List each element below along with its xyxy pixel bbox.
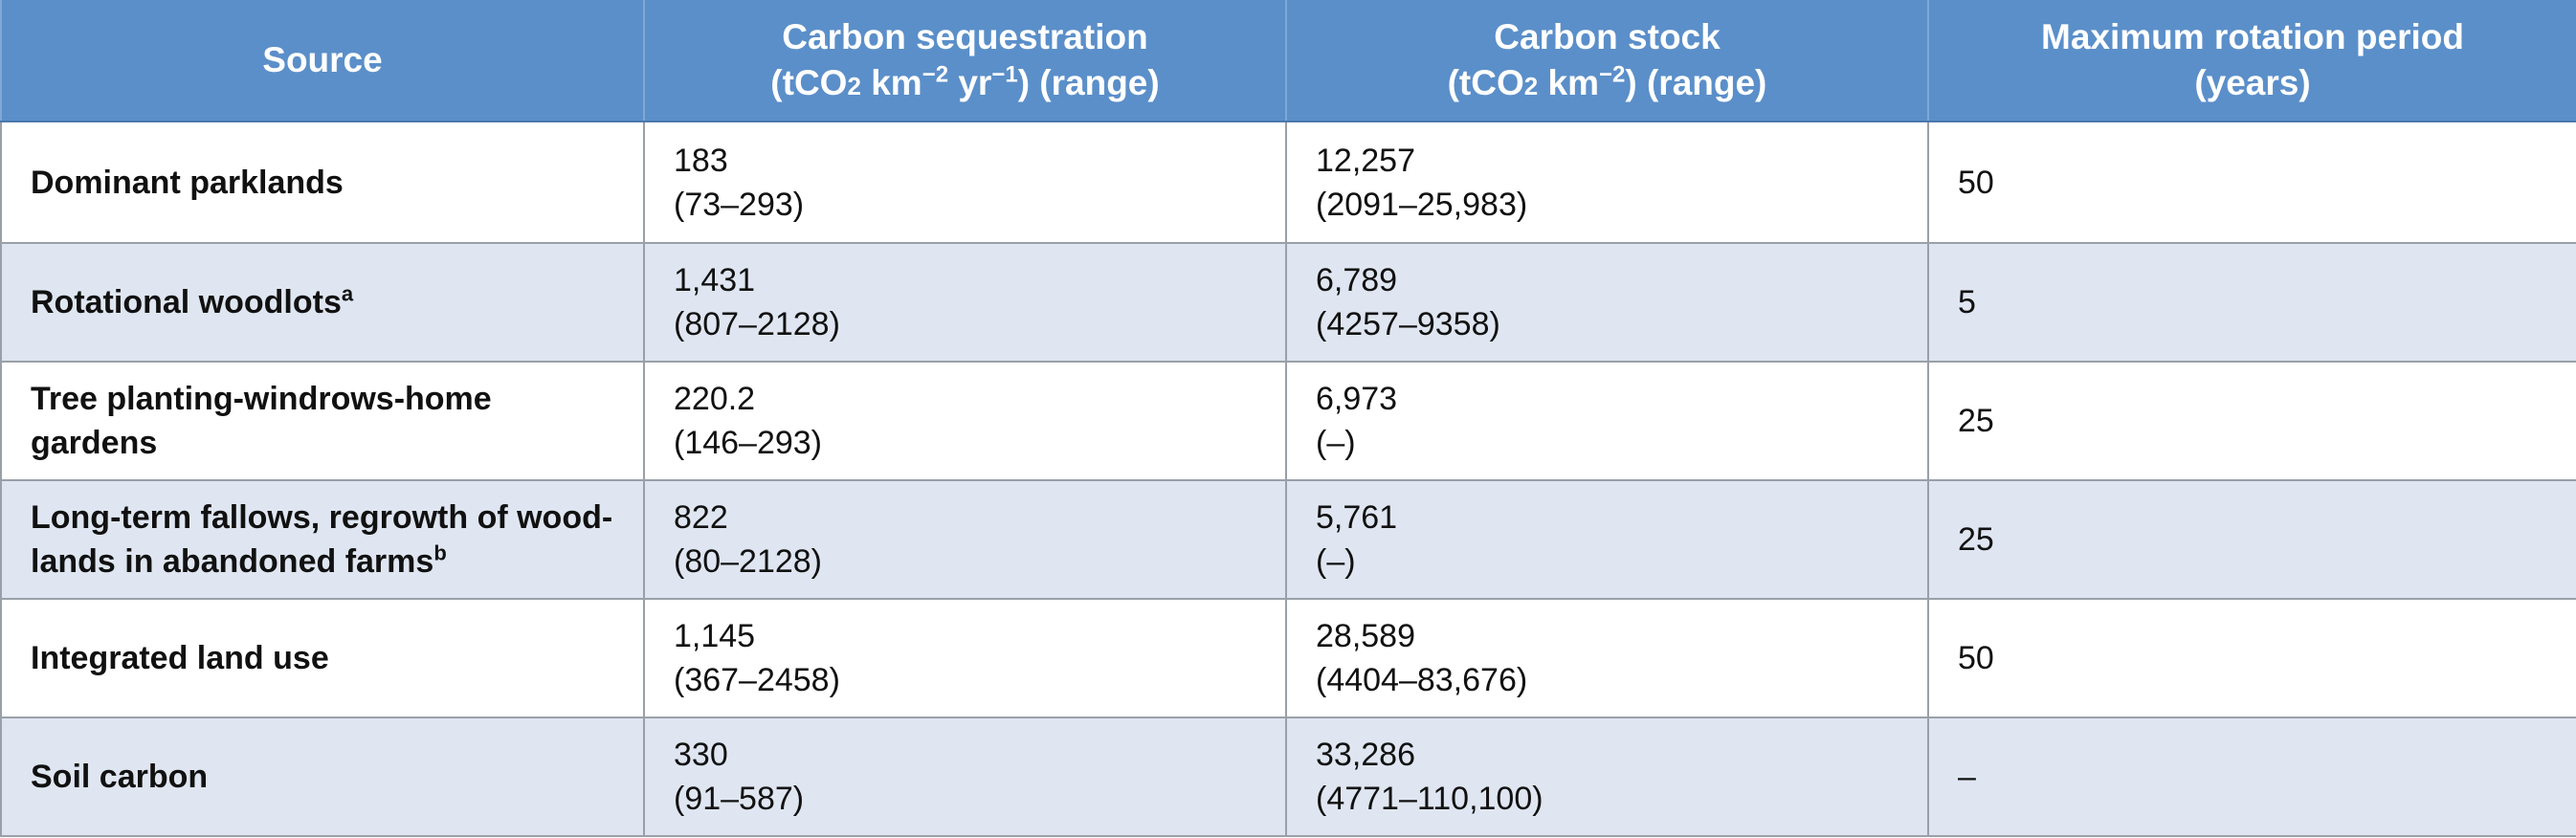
table-row: Long-term fallows, regrowth of wood- lan… — [0, 479, 2576, 600]
stock-value: 5,761 — [1316, 499, 1398, 536]
header-stock-title: Carbon stock — [1494, 17, 1721, 56]
sequestration-value: 220.2 — [674, 381, 756, 417]
stock-value: 6,973 — [1316, 381, 1398, 417]
table-row: Soil carbon 330 (91–587) 33,286 (4771–11… — [0, 717, 2576, 837]
sequestration-cell: 330 (91–587) — [643, 717, 1287, 837]
header-source-label: Source — [262, 40, 383, 79]
rotation-cell: 50 — [1927, 121, 2576, 244]
sequestration-range: (367–2458) — [674, 662, 840, 698]
stock-cell: 12,257 (2091–25,983) — [1285, 121, 1929, 244]
sequestration-cell: 220.2 (146–293) — [643, 361, 1287, 481]
stock-cell: 28,589 (4404–83,676) — [1285, 598, 1929, 718]
sequestration-value: 1,145 — [674, 618, 756, 654]
stock-range: (4257–9358) — [1316, 306, 1500, 342]
stock-range: (4404–83,676) — [1316, 662, 1528, 698]
stock-cell: 6,973 (–) — [1285, 361, 1929, 481]
header-carbon-stock: Carbon stock (tCO2 km−2) (range) — [1285, 0, 1929, 122]
rotation-cell: 5 — [1927, 242, 2576, 363]
header-max-rotation-period: Maximum rotation period (years) — [1927, 0, 2576, 122]
stock-cell: 6,789 (4257–9358) — [1285, 242, 1929, 363]
table-row: Integrated land use 1,145 (367–2458) 28,… — [0, 598, 2576, 718]
header-source: Source — [0, 0, 645, 122]
stock-range: (2091–25,983) — [1316, 186, 1528, 223]
header-stock-unit: (tCO2 km−2) (range) — [1447, 61, 1767, 102]
stock-cell: 33,286 (4771–110,100) — [1285, 717, 1929, 837]
table-row: Tree planting-windrows-home gardens 220.… — [0, 361, 2576, 481]
stock-range: (4771–110,100) — [1316, 781, 1543, 817]
sequestration-value: 822 — [674, 499, 728, 536]
table-header: Source Carbon sequestration (tCO2 km−2 y… — [0, 0, 2576, 122]
footnote-marker: b — [433, 540, 447, 565]
stock-range: (–) — [1316, 543, 1356, 580]
source-cell: Soil carbon — [0, 717, 645, 837]
header-sequestration-unit: (tCO2 km−2 yr−1) (range) — [770, 61, 1160, 102]
stock-value: 33,286 — [1316, 737, 1415, 773]
header-rotation-title: Maximum rotation period — [2041, 17, 2464, 56]
source-cell: Long-term fallows, regrowth of wood- lan… — [0, 479, 645, 600]
sequestration-range: (807–2128) — [674, 306, 840, 342]
sequestration-value: 1,431 — [674, 262, 756, 298]
stock-value: 28,589 — [1316, 618, 1415, 654]
footnote-marker: a — [341, 281, 354, 306]
header-sequestration-title: Carbon sequestration — [782, 17, 1148, 56]
rotation-cell: 25 — [1927, 479, 2576, 600]
rotation-cell: 50 — [1927, 598, 2576, 718]
stock-value: 6,789 — [1316, 262, 1398, 298]
sequestration-range: (80–2128) — [674, 543, 823, 580]
rotation-cell: 25 — [1927, 361, 2576, 481]
stock-value: 12,257 — [1316, 142, 1415, 179]
source-cell: Rotational woodlotsa — [0, 242, 645, 363]
sequestration-range: (73–293) — [674, 186, 805, 223]
sequestration-cell: 822 (80–2128) — [643, 479, 1287, 600]
sequestration-value: 330 — [674, 737, 728, 773]
source-cell: Tree planting-windrows-home gardens — [0, 361, 645, 481]
source-cell: Integrated land use — [0, 598, 645, 718]
header-row: Source Carbon sequestration (tCO2 km−2 y… — [0, 0, 2576, 122]
sequestration-range: (146–293) — [674, 425, 823, 461]
header-rotation-unit: (years) — [2194, 63, 2311, 102]
sequestration-cell: 1,431 (807–2128) — [643, 242, 1287, 363]
stock-cell: 5,761 (–) — [1285, 479, 1929, 600]
stock-range: (–) — [1316, 425, 1356, 461]
source-cell: Dominant parklands — [0, 121, 645, 244]
sequestration-cell: 183 (73–293) — [643, 121, 1287, 244]
sequestration-cell: 1,145 (367–2458) — [643, 598, 1287, 718]
sequestration-value: 183 — [674, 142, 728, 179]
sequestration-range: (91–587) — [674, 781, 805, 817]
table-row: Rotational woodlotsa 1,431 (807–2128) 6,… — [0, 242, 2576, 363]
rotation-cell: – — [1927, 717, 2576, 837]
header-carbon-sequestration: Carbon sequestration (tCO2 km−2 yr−1) (r… — [643, 0, 1287, 122]
table-body: Dominant parklands 183 (73–293) 12,257 (… — [0, 121, 2576, 837]
table-row: Dominant parklands 183 (73–293) 12,257 (… — [0, 121, 2576, 244]
